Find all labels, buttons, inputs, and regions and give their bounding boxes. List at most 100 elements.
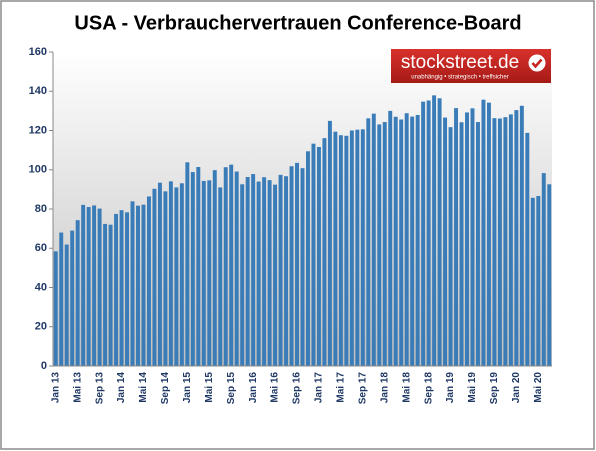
y-tick-label: 100: [29, 164, 47, 176]
bar: [212, 170, 217, 366]
bar: [355, 129, 360, 366]
bar: [547, 184, 552, 366]
bar: [366, 118, 371, 367]
bar: [437, 98, 442, 366]
bar: [360, 129, 365, 366]
bar: [338, 135, 343, 366]
bar: [497, 118, 502, 366]
x-tick-label: Mai 15: [204, 372, 215, 403]
x-tick-label: Sep 13: [94, 372, 105, 405]
bar: [349, 130, 354, 366]
bar: [503, 117, 508, 366]
bar: [267, 180, 272, 366]
bar: [81, 204, 86, 366]
x-tick-label: Sep 18: [423, 372, 434, 405]
bar: [157, 182, 162, 366]
bar: [514, 110, 519, 366]
bar: [295, 162, 299, 366]
logo-box: [391, 49, 551, 83]
bar: [454, 108, 459, 366]
bar: [470, 108, 475, 366]
bar: [240, 184, 245, 366]
x-tick-label: Jan 19: [445, 372, 456, 404]
bar: [53, 251, 58, 366]
bar: [388, 110, 393, 366]
bar: [179, 183, 184, 366]
bar: [92, 205, 97, 366]
bar: [229, 164, 234, 366]
bar: [486, 102, 491, 366]
logo-tagline: unabhängig • strategisch • treffsicher: [411, 75, 508, 81]
x-tick-label: Sep 16: [292, 372, 303, 405]
bar: [103, 223, 108, 366]
x-tick-label: Jan 13: [50, 372, 61, 404]
bar: [196, 167, 201, 366]
bar: [371, 113, 376, 366]
bar: [185, 162, 190, 366]
bar: [262, 177, 267, 366]
x-tick-label: Mai 16: [270, 372, 281, 403]
bar: [448, 127, 453, 366]
bar: [245, 177, 250, 366]
bar: [404, 113, 409, 366]
chart-title: USA - Verbrauchervertrauen Conference-Bo…: [74, 12, 521, 34]
bar: [508, 114, 513, 366]
y-tick-label: 80: [35, 203, 47, 215]
x-tick-label: Sep 17: [357, 372, 368, 405]
bar: [421, 101, 426, 367]
x-tick-label: Mai 14: [138, 372, 149, 403]
x-tick-label: Mai 20: [533, 372, 544, 403]
bar: [251, 174, 256, 366]
bar: [273, 184, 278, 366]
x-tick-label: Jan 15: [182, 372, 193, 404]
bar: [333, 131, 338, 366]
x-tick-label: Mai 19: [467, 372, 478, 403]
bar: [119, 210, 124, 366]
bar: [284, 176, 289, 366]
bar: [130, 201, 135, 366]
bar: [465, 112, 469, 366]
y-tick-label: 120: [29, 124, 47, 136]
bar: [207, 180, 212, 366]
bar: [410, 116, 415, 366]
y-tick-label: 20: [35, 321, 47, 333]
bar: [536, 196, 541, 366]
bar: [86, 207, 91, 366]
bar: [168, 181, 173, 366]
bar: [541, 173, 546, 366]
bar: [300, 168, 305, 366]
bar: [393, 116, 398, 366]
y-tick-label: 40: [35, 281, 47, 293]
y-tick-label: 140: [29, 85, 47, 97]
bar: [289, 166, 294, 366]
bar: [530, 197, 535, 366]
x-tick-label: Jan 18: [379, 372, 390, 404]
bar: [218, 187, 223, 366]
x-tick-label: Sep 14: [160, 372, 171, 405]
logo-name: stockstreet.de: [401, 52, 519, 73]
bar: [70, 230, 75, 366]
bar: [311, 143, 316, 366]
y-tick-label: 0: [41, 360, 47, 372]
bar: [256, 181, 261, 366]
x-tick-label: Jan 17: [314, 372, 325, 404]
x-tick-label: Sep 19: [489, 372, 500, 405]
bar: [459, 122, 464, 366]
bar: [492, 118, 497, 366]
y-tick-label: 60: [35, 242, 47, 254]
bar: [432, 95, 437, 366]
x-tick-label: Jan 14: [116, 372, 127, 404]
bar: [399, 119, 404, 366]
x-tick-label: Jan 16: [248, 372, 259, 404]
bar: [146, 196, 151, 366]
bar: [415, 114, 420, 366]
bar: [481, 99, 486, 366]
bar: [327, 120, 332, 366]
bar: [97, 208, 102, 366]
x-tick-label: Mai 13: [72, 372, 83, 403]
bar: [75, 220, 80, 366]
bar: [108, 224, 113, 366]
bar: [59, 232, 64, 366]
bar: [136, 205, 140, 366]
